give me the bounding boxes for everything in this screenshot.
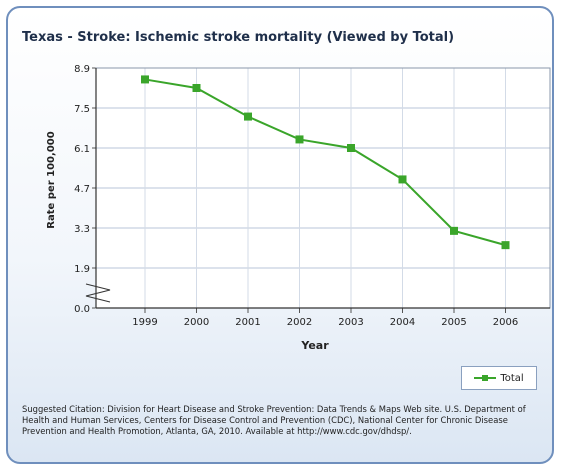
data-point	[141, 75, 149, 84]
x-tick-label: 2004	[390, 317, 415, 328]
data-point	[450, 226, 458, 235]
data-point	[398, 175, 407, 184]
y-axis-label: Rate per 100,000	[46, 131, 57, 228]
y-tick-label: 3.3	[74, 224, 90, 235]
data-point	[501, 241, 510, 250]
y-tick-label: 1.9	[74, 264, 90, 275]
legend-label-total: Total	[500, 372, 524, 384]
x-tick-label: 1999	[132, 317, 157, 328]
series-line-total	[144, 78, 506, 247]
x-tick-label: 2005	[441, 317, 466, 328]
axis-break-icon	[85, 283, 111, 303]
data-point	[347, 144, 355, 152]
legend-swatch-total	[474, 374, 497, 382]
y-tick-label: 8.9	[74, 64, 90, 75]
x-tick-label: 2000	[184, 317, 209, 328]
x-tick-label: 2001	[235, 317, 260, 328]
x-tick-label: 2006	[493, 317, 518, 328]
x-tick-label: 2002	[287, 317, 312, 328]
x-tick-label: 2003	[338, 317, 363, 328]
data-point	[244, 112, 252, 121]
y-tick-label: 7.5	[74, 104, 90, 115]
y-tick-label: 0.0	[74, 304, 90, 315]
x-axis-label: Year	[300, 339, 329, 352]
chart-title: Texas - Stroke: Ischemic stroke mortalit…	[22, 30, 455, 45]
data-point	[192, 84, 201, 92]
y-tick-label: 6.1	[74, 144, 90, 155]
legend: Total	[461, 366, 537, 390]
citation: Suggested Citation: Division for Heart D…	[22, 404, 526, 436]
y-tick-label: 4.7	[74, 184, 90, 195]
data-point	[295, 135, 304, 144]
